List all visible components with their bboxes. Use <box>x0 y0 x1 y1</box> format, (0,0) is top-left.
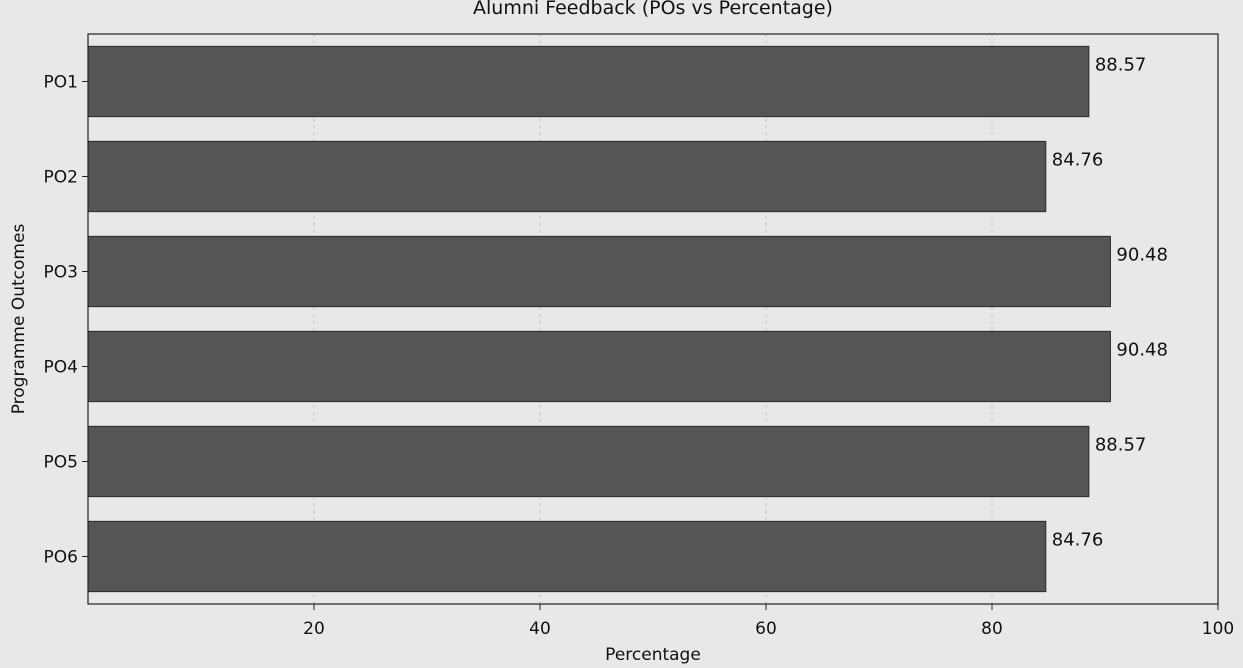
x-tick-label: 100 <box>1202 619 1234 639</box>
bar-po5 <box>87 425 1090 498</box>
data-label-po2: 84.76 <box>1052 149 1104 170</box>
y-axis-ticks: PO1 PO2 PO3 PO4 PO5 PO6 <box>44 73 88 568</box>
x-tick-label: 80 <box>981 619 1003 639</box>
bars <box>87 45 1111 593</box>
bar-po3 <box>87 235 1111 308</box>
data-label-po6: 84.76 <box>1052 529 1104 550</box>
data-labels: 88.57 84.76 90.48 90.48 88.57 84.76 <box>1052 54 1168 550</box>
data-label-po4: 90.48 <box>1116 339 1168 360</box>
bar-po6 <box>87 520 1047 593</box>
plot-frame <box>87 33 1219 605</box>
x-tick-label: 20 <box>303 619 325 639</box>
y-tick-label: PO3 <box>44 263 78 283</box>
data-label-po1: 88.57 <box>1095 54 1147 75</box>
y-axis-label: Programme Outcomes <box>9 224 29 415</box>
y-tick-label: PO2 <box>44 168 78 188</box>
data-label-po5: 88.57 <box>1095 434 1147 455</box>
y-tick-label: PO4 <box>44 358 78 378</box>
bar-po2 <box>87 140 1047 213</box>
x-axis-label: Percentage <box>605 645 701 665</box>
y-tick-label: PO6 <box>44 548 78 568</box>
x-axis-ticks: 20 40 60 80 100 <box>303 604 1234 639</box>
data-label-po3: 90.48 <box>1116 244 1168 265</box>
bar-po4 <box>87 330 1111 403</box>
x-tick-label: 60 <box>755 619 777 639</box>
y-tick-label: PO5 <box>44 453 78 473</box>
grid-lines <box>313 34 993 604</box>
y-tick-label: PO1 <box>44 73 78 93</box>
bar-po1 <box>87 45 1090 118</box>
x-tick-label: 40 <box>529 619 551 639</box>
chart-title: Alumni Feedback (POs vs Percentage) <box>473 0 833 19</box>
